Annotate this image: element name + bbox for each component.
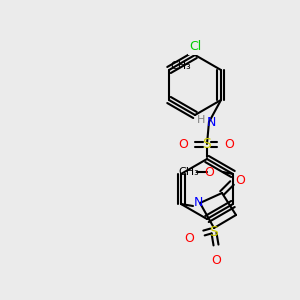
Text: H: H bbox=[197, 115, 205, 125]
Text: CH₃: CH₃ bbox=[178, 167, 199, 177]
Text: O: O bbox=[235, 175, 245, 188]
Text: N: N bbox=[193, 196, 203, 209]
Text: O: O bbox=[211, 254, 221, 266]
Text: O: O bbox=[204, 166, 214, 178]
Text: O: O bbox=[178, 137, 188, 151]
Text: N: N bbox=[206, 116, 216, 130]
Text: O: O bbox=[184, 232, 194, 244]
Text: Cl: Cl bbox=[189, 40, 201, 53]
Text: S: S bbox=[210, 225, 218, 239]
Text: S: S bbox=[202, 137, 211, 151]
Text: CH₃: CH₃ bbox=[171, 61, 191, 71]
Text: O: O bbox=[224, 137, 234, 151]
